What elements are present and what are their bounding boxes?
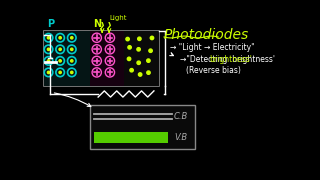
- Text: N: N: [93, 19, 101, 29]
- Circle shape: [137, 61, 140, 64]
- Circle shape: [71, 71, 73, 74]
- Circle shape: [130, 69, 133, 72]
- Circle shape: [59, 48, 61, 50]
- Circle shape: [139, 73, 142, 76]
- Circle shape: [92, 33, 101, 42]
- Circle shape: [147, 71, 150, 74]
- Circle shape: [149, 49, 152, 52]
- Circle shape: [147, 59, 150, 62]
- Circle shape: [127, 57, 131, 60]
- Text: Photodiodes: Photodiodes: [164, 28, 249, 42]
- Circle shape: [71, 37, 73, 39]
- Circle shape: [137, 48, 140, 51]
- Circle shape: [105, 45, 115, 54]
- Circle shape: [47, 60, 50, 62]
- Circle shape: [47, 48, 50, 50]
- Circle shape: [92, 56, 101, 66]
- Circle shape: [150, 36, 154, 40]
- Circle shape: [105, 56, 115, 66]
- Circle shape: [59, 37, 61, 39]
- Bar: [94, 132, 168, 143]
- Text: (Reverse bias): (Reverse bias): [186, 66, 241, 75]
- Circle shape: [105, 68, 115, 77]
- Circle shape: [71, 60, 73, 62]
- Circle shape: [126, 37, 129, 41]
- Bar: [44, 31, 159, 86]
- Circle shape: [59, 71, 61, 74]
- Circle shape: [59, 60, 61, 62]
- Circle shape: [71, 48, 73, 50]
- Text: P: P: [47, 19, 54, 29]
- Bar: [90, 105, 195, 149]
- Circle shape: [47, 71, 50, 74]
- Bar: [124, 31, 159, 86]
- Text: →"Detecting  brightness': →"Detecting brightness': [180, 55, 275, 64]
- Circle shape: [105, 33, 115, 42]
- Circle shape: [128, 46, 131, 49]
- Text: → "Light → Electricity": → "Light → Electricity": [170, 43, 255, 52]
- Text: brightness': brightness': [209, 55, 252, 64]
- Circle shape: [92, 68, 101, 77]
- Text: C.B: C.B: [174, 112, 188, 121]
- Circle shape: [47, 37, 50, 39]
- Circle shape: [92, 45, 101, 54]
- Bar: [90, 31, 124, 86]
- Text: V.B: V.B: [174, 133, 187, 142]
- Text: Light: Light: [109, 15, 127, 21]
- Bar: [44, 31, 90, 86]
- Circle shape: [138, 37, 141, 40]
